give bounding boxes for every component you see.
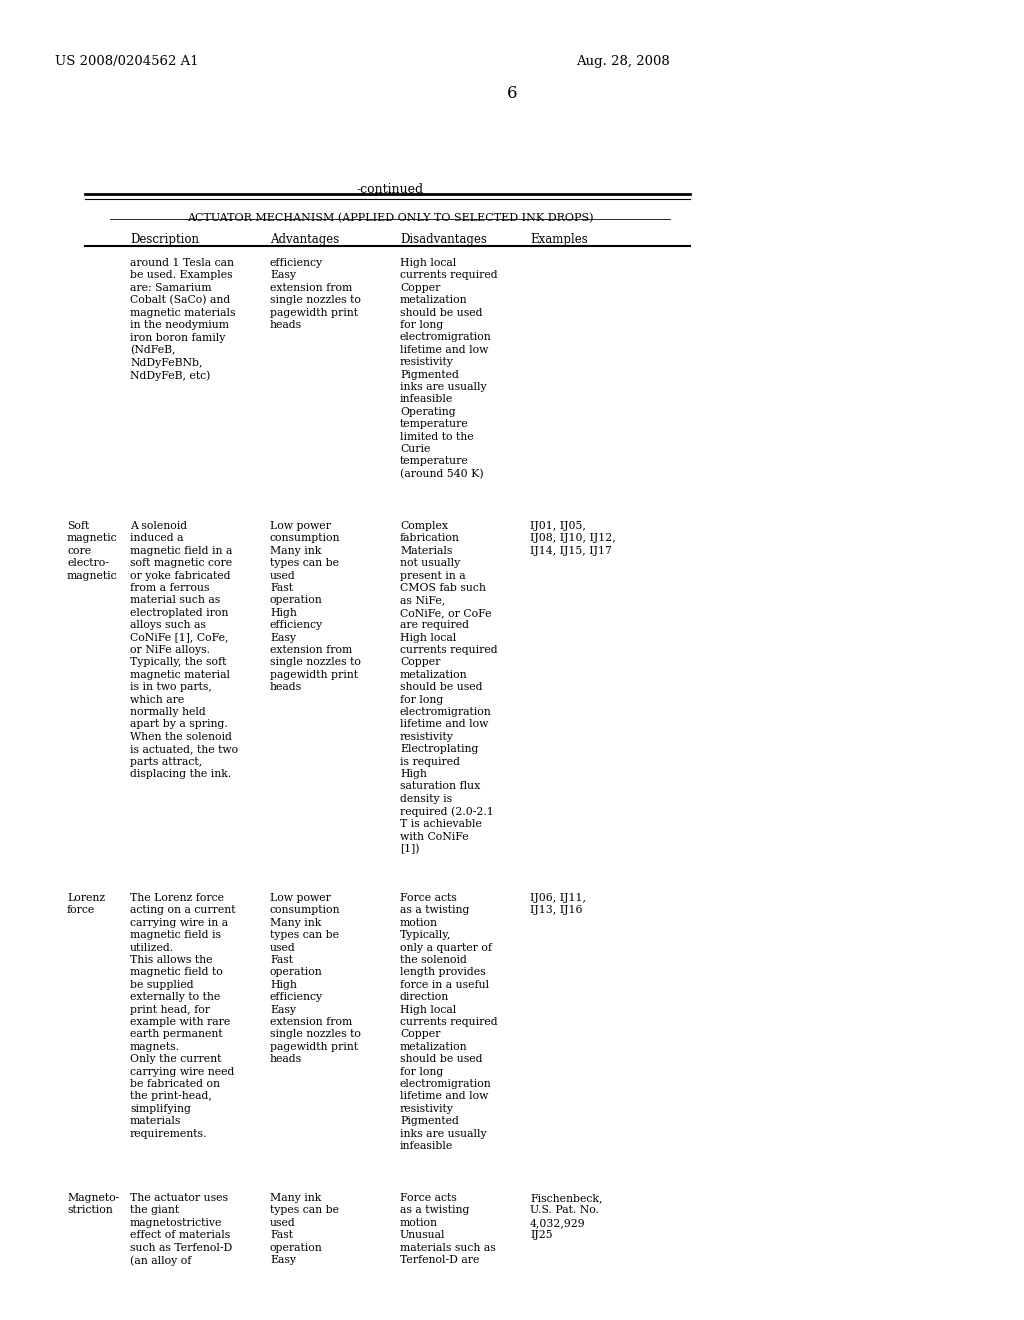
Text: Advantages: Advantages <box>270 234 339 246</box>
Text: Magneto-
striction: Magneto- striction <box>67 1193 119 1216</box>
Text: Many ink
types can be
used
Fast
operation
Easy: Many ink types can be used Fast operatio… <box>270 1193 339 1265</box>
Text: A solenoid
induced a
magnetic field in a
soft magnetic core
or yoke fabricated
f: A solenoid induced a magnetic field in a… <box>130 521 239 779</box>
Text: Force acts
as a twisting
motion
Unusual
materials such as
Terfenol-D are: Force acts as a twisting motion Unusual … <box>400 1193 496 1265</box>
Text: Soft
magnetic
core
electro-
magnetic: Soft magnetic core electro- magnetic <box>67 521 118 581</box>
Text: around 1 Tesla can
be used. Examples
are: Samarium
Cobalt (SaCo) and
magnetic ma: around 1 Tesla can be used. Examples are… <box>130 257 236 381</box>
Text: IJ01, IJ05,
IJ08, IJ10, IJ12,
IJ14, IJ15, IJ17: IJ01, IJ05, IJ08, IJ10, IJ12, IJ14, IJ15… <box>530 521 615 556</box>
Text: 6: 6 <box>507 84 517 102</box>
Text: Low power
consumption
Many ink
types can be
used
Fast
operation
High
efficiency
: Low power consumption Many ink types can… <box>270 894 360 1064</box>
Text: US 2008/0204562 A1: US 2008/0204562 A1 <box>55 55 199 69</box>
Text: High local
currents required
Copper
metalization
should be used
for long
electro: High local currents required Copper meta… <box>400 257 498 479</box>
Text: Lorenz
force: Lorenz force <box>67 894 105 915</box>
Text: Description: Description <box>130 234 199 246</box>
Text: The actuator uses
the giant
magnetostrictive
effect of materials
such as Terfeno: The actuator uses the giant magnetostric… <box>130 1193 232 1266</box>
Text: efficiency
Easy
extension from
single nozzles to
pagewidth print
heads: efficiency Easy extension from single no… <box>270 257 360 330</box>
Text: Examples: Examples <box>530 234 588 246</box>
Text: Disadvantages: Disadvantages <box>400 234 486 246</box>
Text: Complex
fabrication
Materials
not usually
present in a
CMOS fab such
as NiFe,
Co: Complex fabrication Materials not usuall… <box>400 521 498 854</box>
Text: The Lorenz force
acting on a current
carrying wire in a
magnetic field is
utiliz: The Lorenz force acting on a current car… <box>130 894 236 1139</box>
Text: Force acts
as a twisting
motion
Typically,
only a quarter of
the solenoid
length: Force acts as a twisting motion Typicall… <box>400 894 498 1151</box>
Text: Low power
consumption
Many ink
types can be
used
Fast
operation
High
efficiency
: Low power consumption Many ink types can… <box>270 521 360 692</box>
Text: -continued: -continued <box>356 183 424 195</box>
Text: ACTUATOR MECHANISM (APPLIED ONLY TO SELECTED INK DROPS): ACTUATOR MECHANISM (APPLIED ONLY TO SELE… <box>186 213 593 223</box>
Text: IJ06, IJ11,
IJ13, IJ16: IJ06, IJ11, IJ13, IJ16 <box>530 894 586 915</box>
Text: Fischenbeck,
U.S. Pat. No.
4,032,929
IJ25: Fischenbeck, U.S. Pat. No. 4,032,929 IJ2… <box>530 1193 602 1241</box>
Text: Aug. 28, 2008: Aug. 28, 2008 <box>577 55 670 69</box>
